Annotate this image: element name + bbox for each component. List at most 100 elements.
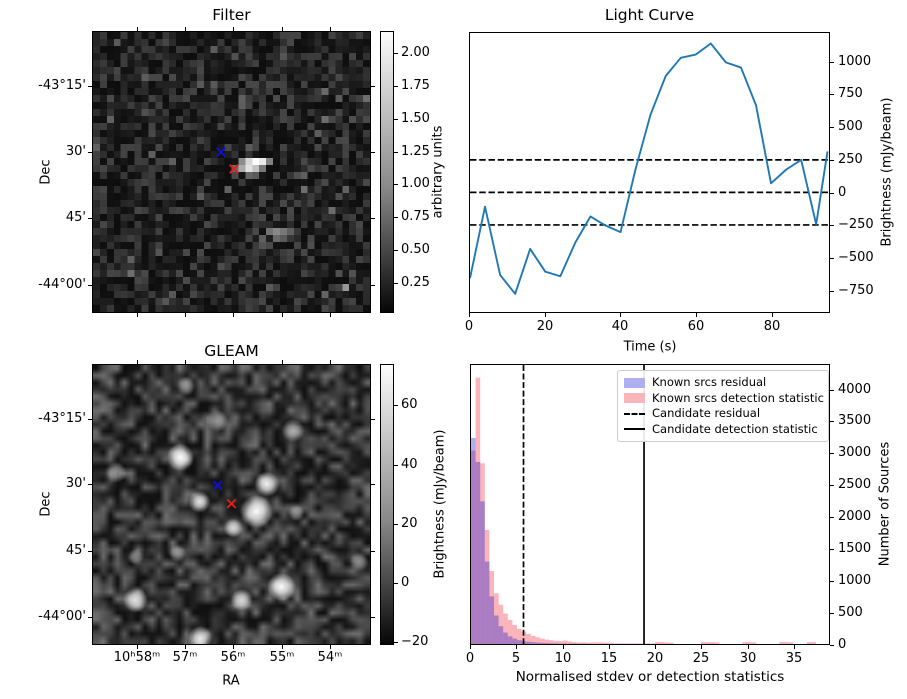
colorbar-tick-label: 0.25 — [401, 275, 430, 290]
histogram-bar — [558, 641, 564, 644]
histogram-bar — [489, 596, 495, 644]
y-tick-label: −500 — [838, 250, 874, 265]
histogram-ylabel: Number of Sources — [877, 441, 893, 567]
y-tick-right — [371, 218, 375, 219]
y-tick-right — [371, 419, 375, 420]
histogram-bar — [599, 642, 605, 644]
histogram-bar — [632, 643, 637, 644]
candidate-marker — [229, 163, 239, 174]
histogram-bar — [645, 643, 651, 644]
y-tick-label: 3000 — [838, 445, 872, 460]
y-tick-label: -43°15' — [38, 78, 86, 93]
histogram-bar — [484, 529, 490, 644]
legend-item-known-detstat: Known srcs detection statistic — [624, 391, 824, 407]
y-tick-label: 2000 — [838, 509, 872, 524]
legend-item-known-residual: Known srcs residual — [624, 375, 823, 391]
colorbar-tick-label: 1.75 — [401, 78, 430, 93]
x-tick-label: 55ᵐ — [269, 650, 295, 665]
x-tick-bottom — [185, 645, 186, 649]
histogram-bar — [586, 642, 591, 644]
histogram-bar — [788, 642, 794, 644]
colorbar-tick-label: 1.00 — [401, 176, 430, 191]
histogram-bar — [507, 619, 513, 644]
x-tick-label: 10 — [554, 651, 572, 666]
light-curve-axes — [469, 32, 830, 313]
histogram-bar — [530, 635, 536, 644]
histogram-bar — [503, 632, 508, 644]
histogram-bar — [714, 642, 720, 644]
histogram-bar — [498, 604, 504, 644]
colorbar-tick — [394, 184, 398, 185]
x-marker-stroke — [226, 498, 237, 509]
x-tick — [609, 645, 610, 649]
colorbar-tick-label: 40 — [401, 457, 418, 472]
y-tick-label: 250 — [838, 152, 863, 167]
gleam-xlabel: RA — [222, 673, 240, 689]
histogram-series-1 — [471, 377, 817, 644]
histogram-bar — [567, 641, 573, 644]
colorbar-tick — [394, 405, 398, 406]
x-tick — [545, 313, 546, 317]
histogram-bar — [494, 615, 499, 644]
histogram-bar — [553, 640, 559, 644]
histogram-bar — [609, 643, 614, 644]
y-tick-right — [371, 484, 375, 485]
histogram-bar — [779, 642, 784, 644]
gleam-title: GLEAM — [204, 342, 259, 360]
histogram-bar — [604, 642, 610, 644]
x-tick — [655, 645, 656, 649]
legend-swatch-blue — [624, 377, 645, 388]
histogram-bar — [475, 377, 481, 644]
x-tick-label: 20 — [536, 319, 554, 334]
legend-dashed-line-swatch — [624, 412, 645, 415]
y-tick-label: -44°00' — [38, 609, 86, 624]
colorbar-tick-label: −20 — [401, 634, 429, 649]
y-tick — [830, 193, 834, 194]
x-tick-top — [282, 27, 283, 31]
y-tick — [830, 127, 834, 128]
histogram-bar — [701, 642, 706, 644]
histogram-bar — [613, 643, 619, 644]
histogram-bar — [627, 643, 633, 644]
candidate-marker — [226, 498, 237, 509]
y-tick-label: 500 — [838, 119, 863, 134]
x-tick — [469, 313, 470, 317]
x-tick-label: 0 — [464, 319, 474, 334]
y-tick — [830, 291, 834, 292]
y-tick — [830, 390, 834, 391]
histogram-bar — [471, 437, 476, 644]
x-tick-label: 20 — [646, 651, 664, 666]
histogram-bar — [595, 642, 600, 644]
histogram-bar — [636, 643, 642, 644]
filter-title: Filter — [212, 6, 251, 24]
histogram-bar — [618, 643, 623, 644]
legend-label: Candidate detection statistic — [652, 421, 818, 436]
legend-solid-line-swatch — [624, 428, 645, 431]
histogram-xlabel: Normalised stdev or detection statistics — [515, 669, 785, 685]
x-tick-label: 30 — [739, 651, 757, 666]
x-tick — [563, 645, 564, 649]
filter-colorbar-label: arbitrary units — [430, 125, 446, 219]
y-tick — [830, 581, 834, 582]
histogram-bar — [517, 628, 522, 644]
x-tick-label: 10ʰ58ᵐ — [113, 650, 161, 665]
histogram-bar — [563, 640, 568, 644]
y-tick-left — [88, 617, 92, 618]
x-tick — [620, 313, 621, 317]
x-tick-top — [282, 360, 283, 364]
y-tick-label: -44°00' — [38, 277, 86, 292]
colorbar-tick-label: 20 — [401, 516, 418, 531]
x-tick — [701, 645, 702, 649]
histogram-bar — [742, 642, 748, 644]
light-curve-title: Light Curve — [604, 6, 695, 24]
y-tick — [830, 258, 834, 259]
x-tick-top — [137, 27, 138, 31]
colorbar-tick — [394, 152, 398, 153]
x-marker-stroke — [212, 480, 223, 491]
x-marker-stroke — [216, 147, 226, 158]
histogram-bar — [507, 636, 513, 644]
y-tick-right — [371, 551, 375, 552]
histogram-bar — [549, 640, 554, 644]
histogram-bar — [544, 643, 550, 644]
x-tick-label: 80 — [763, 319, 781, 334]
